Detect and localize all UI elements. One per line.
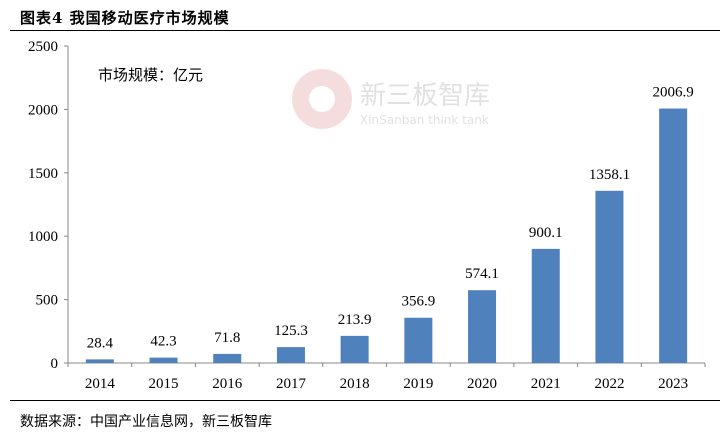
x-tick-label-2016: 2016 [212, 376, 243, 392]
x-tick-label-2015: 2015 [149, 376, 179, 392]
bar-2019 [404, 317, 433, 363]
x-tick-label-2017: 2017 [276, 376, 307, 392]
x-tick-label-2022: 2022 [594, 376, 624, 392]
data-label-2016: 71.8 [214, 330, 240, 346]
watermark-logo-icon [292, 69, 352, 129]
top-rule [10, 30, 720, 31]
y-tick-label: 2000 [28, 102, 58, 118]
watermark-name: 新三板智库 [360, 81, 490, 111]
x-tick-label-2019: 2019 [403, 376, 433, 392]
figure-title: 图表4 我国移动医疗市场规模 [20, 9, 230, 27]
source-note: 数据来源：中国产业信息网，新三板智库 [20, 414, 272, 430]
data-label-2023: 2006.9 [653, 85, 694, 101]
x-tick-label-2023: 2023 [658, 376, 688, 392]
bar-2021 [531, 248, 560, 363]
data-label-2015: 42.3 [150, 334, 176, 350]
data-label-2017: 125.3 [274, 323, 308, 339]
bar-2014 [85, 359, 114, 363]
data-label-2021: 900.1 [529, 225, 563, 241]
data-label-2020: 574.1 [465, 266, 499, 282]
x-tick-label-2020: 2020 [467, 376, 497, 392]
x-tick-label-2014: 2014 [85, 376, 116, 392]
data-label-2022: 1358.1 [589, 167, 630, 183]
data-label-2019: 356.9 [401, 294, 435, 310]
data-label-2018: 213.9 [338, 312, 372, 328]
y-tick-label: 1500 [28, 166, 58, 182]
y-tick-label: 0 [51, 356, 59, 372]
bar-2017 [276, 347, 305, 363]
x-tick-label-2021: 2021 [531, 376, 561, 392]
bar-2023 [659, 108, 688, 363]
bar-2022 [595, 190, 624, 363]
x-tick-label-2018: 2018 [340, 376, 370, 392]
y-tick-label: 1000 [28, 229, 58, 245]
y-tick-label: 500 [36, 293, 59, 309]
watermark: 新三板智库 XinSanban think tank [292, 69, 490, 129]
bar-2018 [340, 335, 369, 363]
bar-2015 [149, 357, 178, 363]
bar-2016 [213, 353, 242, 363]
y-tick-label: 2500 [28, 39, 58, 55]
bottom-rule [10, 400, 720, 401]
bar-2020 [468, 290, 497, 363]
watermark-subtitle: XinSanban think tank [360, 113, 489, 127]
data-label-2014: 28.4 [87, 335, 114, 351]
unit-annotation: 市场规模：亿元 [98, 66, 203, 84]
